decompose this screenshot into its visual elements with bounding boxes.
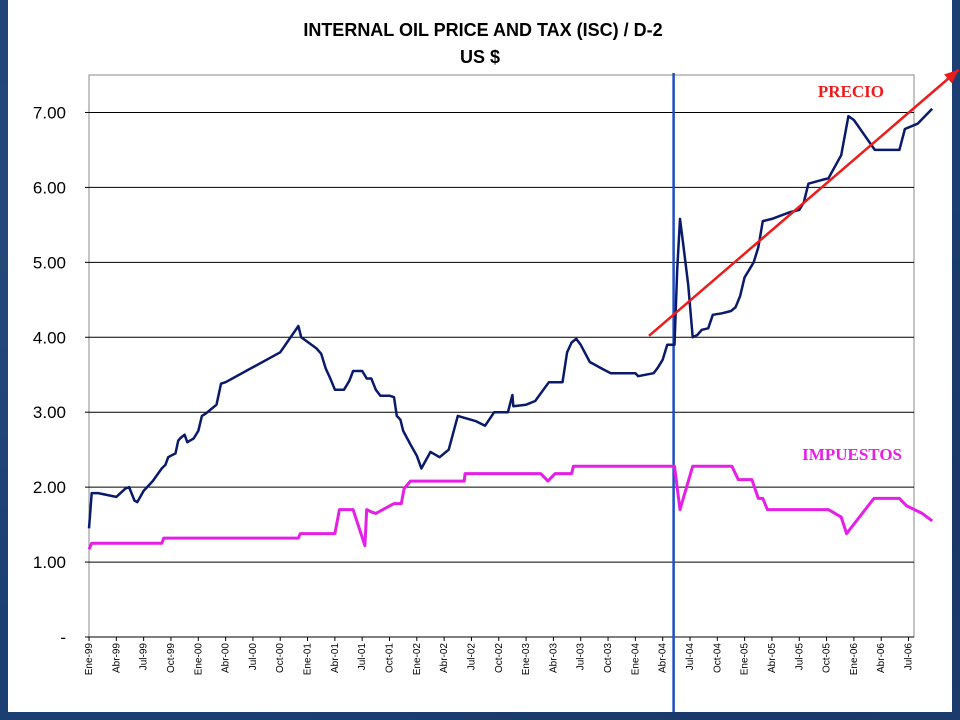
plot-area	[88, 74, 915, 638]
y-tick-label: 1.00	[33, 553, 66, 572]
annotation-precio: PRECIO	[818, 82, 884, 101]
trend-arrowhead-icon	[944, 69, 959, 84]
x-tick-label: Jul-05	[794, 643, 805, 671]
trend-arrow-line	[648, 68, 960, 337]
y-tick-label: 6.00	[33, 178, 66, 197]
x-tick-label: Abr-06	[876, 643, 887, 673]
x-tick-label: Ene-06	[849, 643, 860, 676]
x-tick-label: Jul-03	[576, 643, 587, 671]
x-tick-label: Abr-01	[330, 643, 341, 673]
x-tick-label: Ene-00	[193, 643, 204, 676]
x-tick-label: Oct-05	[822, 643, 833, 673]
y-tick-label: 5.00	[33, 253, 66, 272]
y-tick-label: 7.00	[33, 103, 66, 122]
x-tick-label: Oct-00	[275, 643, 286, 673]
x-tick-label: Jul-00	[248, 643, 259, 671]
x-tick-label: Oct-03	[603, 643, 614, 673]
x-tick-label: Oct-04	[712, 643, 723, 673]
x-axis-ticks: Ene-99 Abr-99 Jul-99 Oct-99 Ene-00 Abr-00 Jul-…	[84, 636, 915, 676]
y-tick-label: 3.00	[33, 403, 66, 422]
y-tick-label: -	[60, 628, 66, 647]
series-line-precio	[87, 107, 934, 529]
x-tick-label: Abr-99	[111, 643, 122, 673]
x-tick-label: Oct-01	[384, 643, 395, 673]
x-tick-label: Ene-03	[521, 643, 532, 676]
series-line-impuestos	[87, 464, 934, 550]
x-tick-label: Oct-99	[166, 643, 177, 673]
x-tick-label: Abr-03	[548, 643, 559, 673]
y-axis-ticks: - 1.00 2.00 3.00 4.00 5.00 6.00 7.00	[33, 103, 89, 647]
x-tick-label: Jul-04	[685, 643, 696, 671]
annotation-impuestos: IMPUESTOS	[802, 445, 902, 464]
y-tick-label: 4.00	[33, 328, 66, 347]
x-tick-label: Ene-05	[740, 643, 751, 676]
x-tick-label: Ene-04	[630, 643, 641, 676]
x-tick-label: Jul-99	[139, 643, 150, 671]
x-tick-label: Ene-02	[412, 643, 423, 676]
x-tick-label: Ene-01	[303, 643, 314, 676]
annotations: PRECIO IMPUESTOS	[802, 82, 902, 464]
x-tick-label: Abr-05	[767, 643, 778, 673]
chart-subtitle: US $	[460, 47, 500, 67]
x-tick-label: Jul-02	[466, 643, 477, 671]
x-tick-label: Abr-04	[658, 643, 669, 673]
x-tick-label: Jul-01	[357, 643, 368, 671]
x-tick-label: Abr-02	[439, 643, 450, 673]
x-tick-label: Ene-99	[84, 643, 95, 676]
x-tick-label: Oct-02	[494, 643, 505, 673]
y-tick-label: 2.00	[33, 478, 66, 497]
x-tick-label: Abr-00	[221, 643, 232, 673]
x-tick-label: Jul-06	[904, 643, 915, 671]
chart-title: INTERNAL OIL PRICE AND TAX (ISC) / D-2	[303, 20, 662, 40]
series-group	[87, 68, 960, 712]
